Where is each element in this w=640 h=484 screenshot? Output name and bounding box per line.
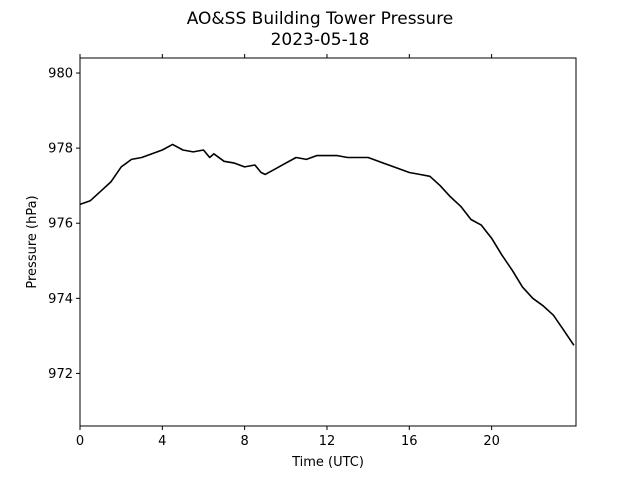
y-tick-label: 972 (48, 367, 73, 382)
x-tick-label: 8 (241, 434, 249, 449)
y-axis-ticks: 972 974 976 978 980 (48, 67, 80, 382)
plot-frame (79, 57, 577, 427)
y-axis-label: Pressure (hPa) (25, 195, 40, 288)
x-tick-label: 20 (483, 434, 500, 449)
y-tick-label: 974 (48, 292, 73, 307)
y-tick-label: 978 (48, 142, 73, 157)
x-tick-label: 16 (401, 434, 418, 449)
pressure-series-line (79, 143, 575, 346)
plot-area (79, 143, 575, 346)
x-axis-ticks: 0 4 8 12 16 20 (76, 54, 500, 449)
x-tick-label: 12 (319, 434, 336, 449)
y-tick-label: 980 (48, 67, 73, 82)
x-tick-label: 0 (76, 434, 84, 449)
chart-subtitle: 2023-05-18 (271, 30, 370, 50)
chart-title: AO&SS Building Tower Pressure (187, 9, 454, 29)
x-tick-label: 4 (158, 434, 166, 449)
x-axis-label: Time (UTC) (291, 455, 364, 470)
y-tick-label: 976 (48, 217, 73, 232)
